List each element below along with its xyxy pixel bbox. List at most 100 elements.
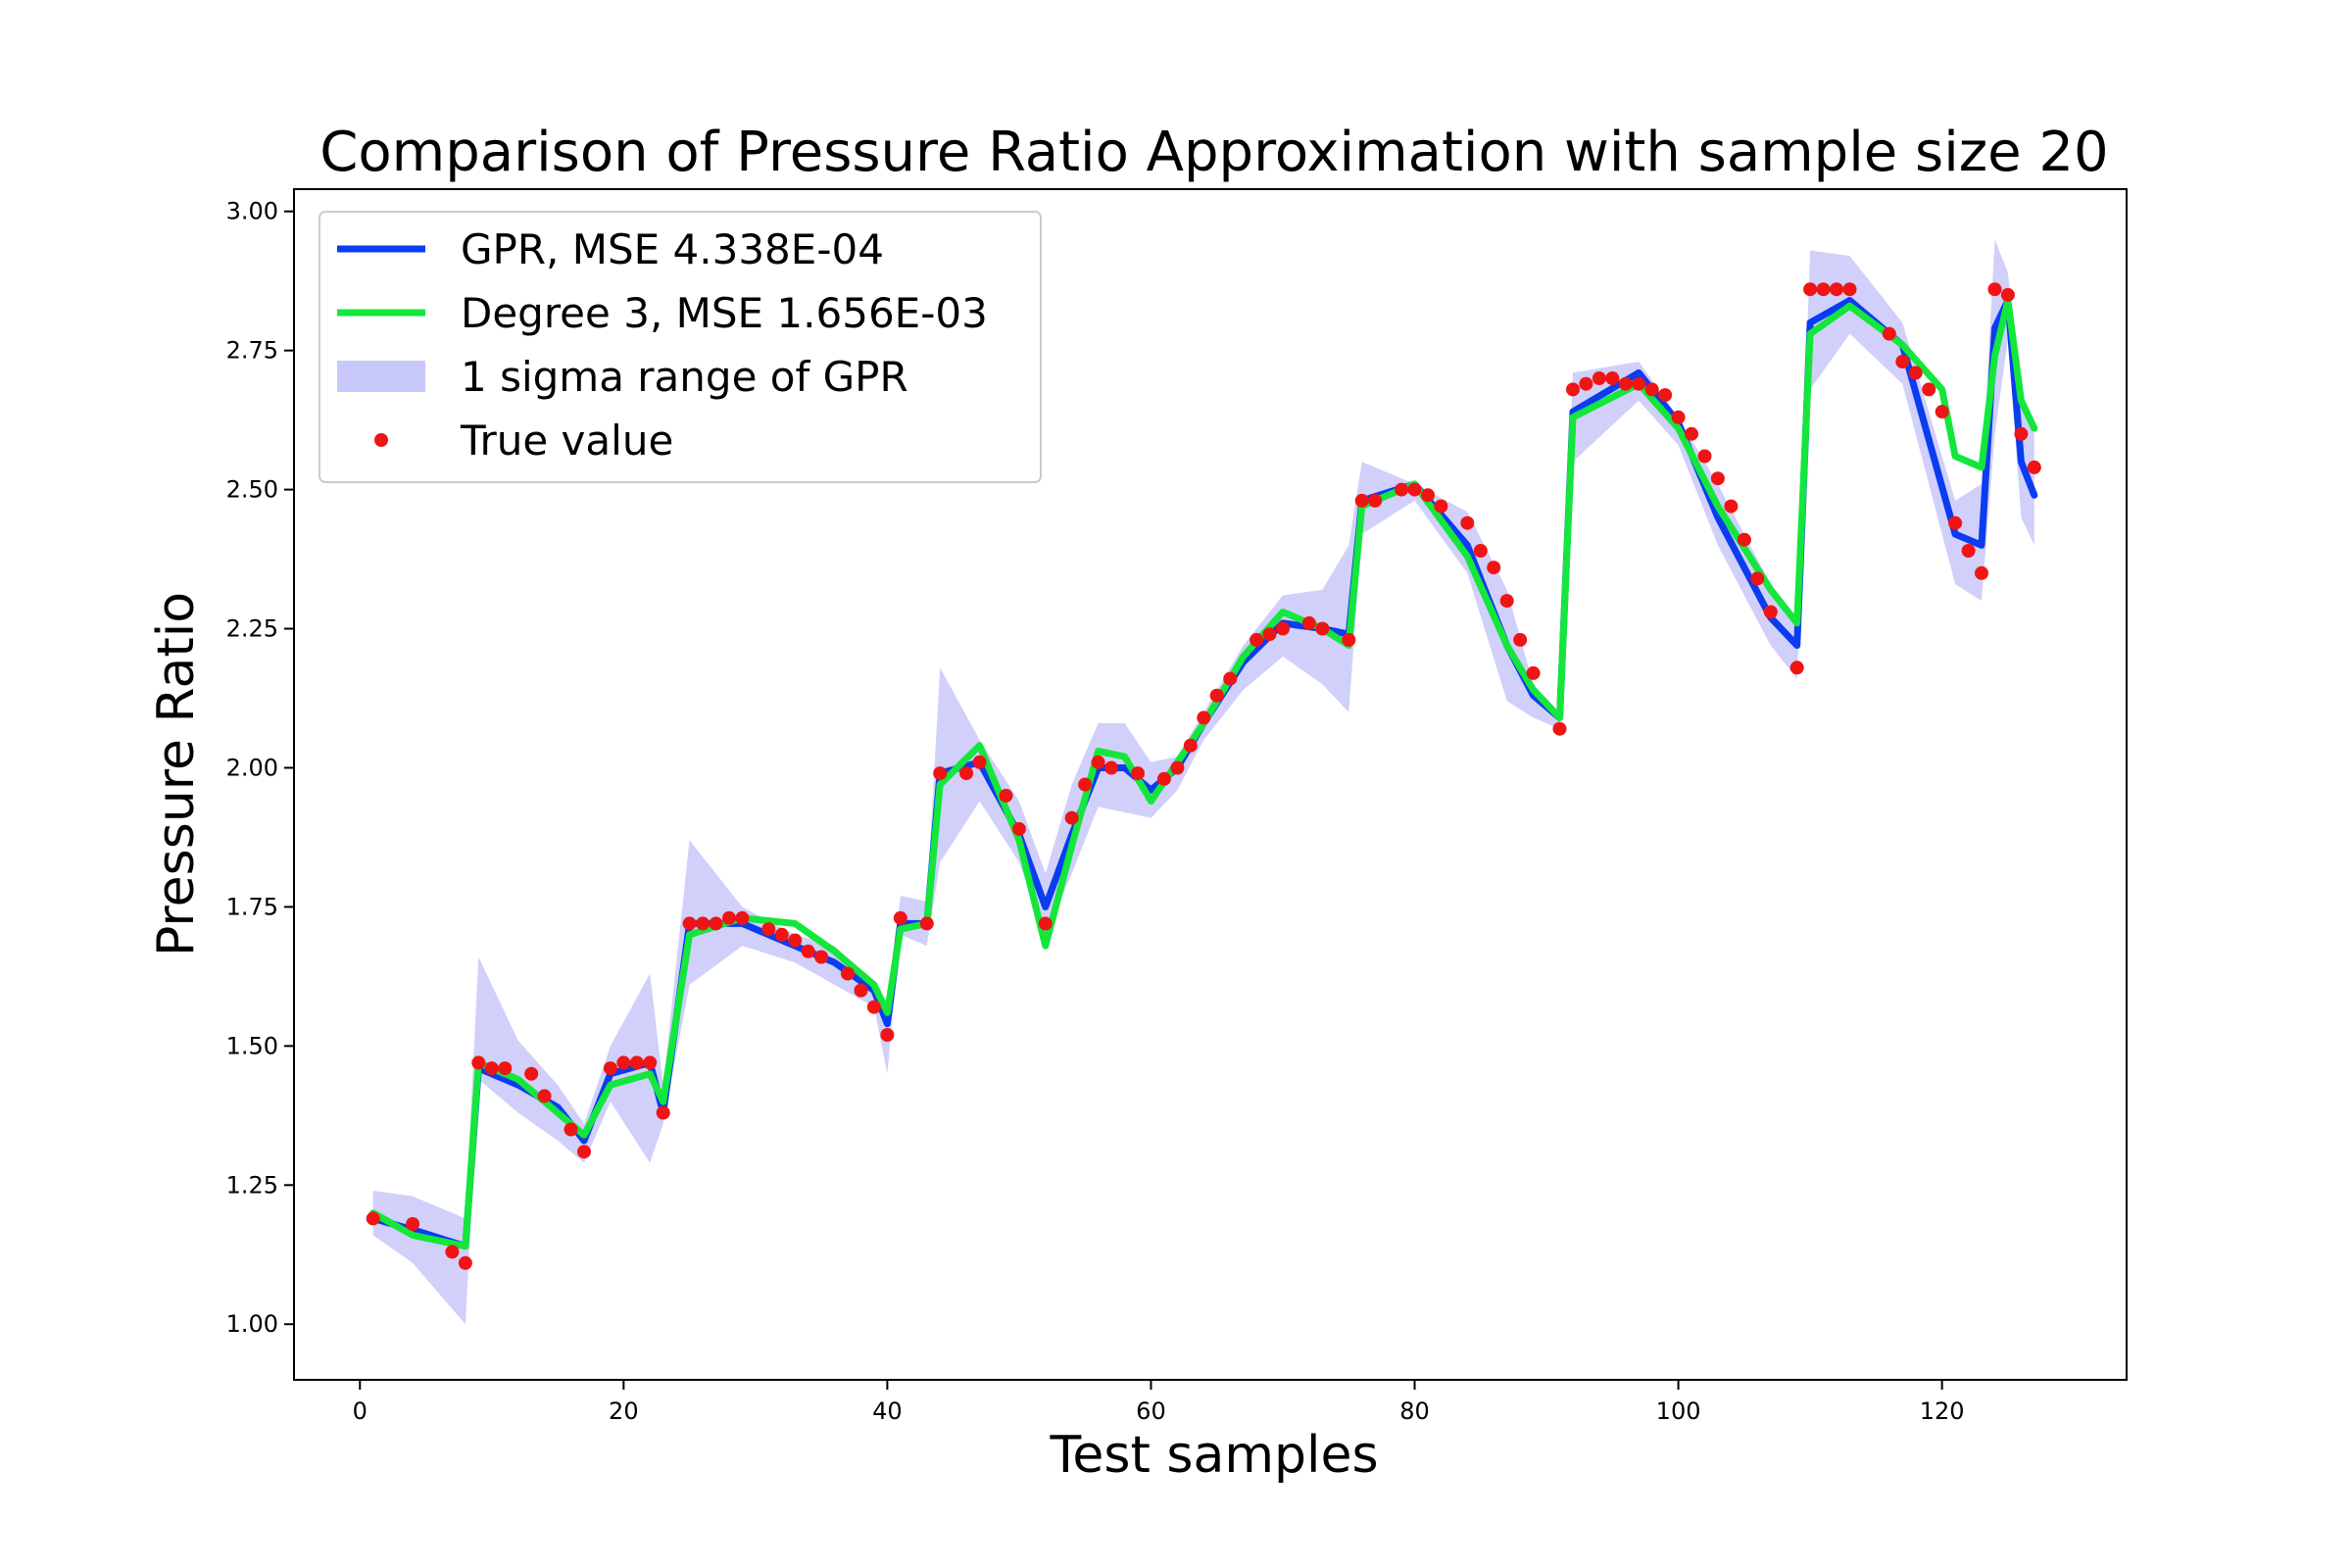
true-value-point [1091,755,1105,769]
true-value-point [629,1055,644,1070]
sigma-legend-swatch [337,361,425,392]
true-value-point [1421,488,1435,503]
true-value-point [774,927,789,942]
legend-box [318,211,1042,483]
true-value-point [919,916,934,931]
true-value-point [484,1061,499,1076]
true-value-point [1513,632,1528,647]
true-value-point [682,916,697,931]
x-tick-label: 40 [872,1397,903,1425]
true-value-point [1566,382,1580,397]
true-value-point [1975,565,1988,580]
y-axis-label: Pressure Ratio [147,592,206,956]
true-value-point [406,1217,420,1231]
y-tick-label: 1.50 [226,1032,278,1059]
true-value-point [1197,710,1211,725]
true-value-point [761,922,776,937]
x-tick-label: 120 [1920,1397,1965,1425]
true-value-point [1434,499,1448,514]
true-value-point [1763,605,1778,619]
true-value-point [1499,594,1514,609]
true-value-point [1750,571,1765,586]
true-value-point [841,966,855,981]
true-value-point [1710,471,1725,486]
gpr-legend-label: GPR, MSE 4.338E-04 [461,225,884,273]
true-value-point [1301,615,1316,630]
true-value-point [893,910,907,925]
true-value-point [854,983,868,998]
true-value-point [933,766,948,781]
true-value-point [445,1245,460,1259]
true-value-point [564,1122,578,1137]
y-tick-label: 1.75 [226,893,278,920]
true-value-point [1156,771,1171,786]
chart-title: Comparison of Pressure Ratio Approximati… [319,121,2108,184]
true-value-point [801,944,815,958]
true-value-point [1552,721,1567,736]
true-value-point [1842,282,1857,297]
true-value-point [1262,627,1277,642]
true-value-point [880,1028,895,1042]
true-value-points-layer [366,282,2041,1270]
true-value-point [1078,777,1093,792]
true-value-point [1922,382,1936,397]
true-value-point [1908,366,1923,380]
true-value-point [366,1211,380,1226]
true-value-point [1223,671,1238,686]
true-value-point [1276,621,1290,636]
true-value-point [1183,738,1198,753]
y-tick-label: 2.00 [226,754,278,781]
true-value-point [1803,282,1818,297]
true-legend-label: True value [460,416,673,465]
true-value-point [1882,326,1896,341]
true-value-point [1671,410,1686,424]
x-tick-label: 0 [353,1397,368,1425]
true-value-point [1644,382,1659,397]
true-value-point [537,1089,552,1103]
true-value-point [524,1066,539,1081]
true-value-point [2027,460,2041,474]
true-value-point [616,1055,631,1070]
true-value-point [1592,371,1606,385]
true-value-point [959,766,974,781]
true-value-point [1170,760,1185,775]
true-value-point [1658,388,1673,403]
true-value-point [1460,515,1475,530]
true-value-point [735,910,750,925]
true-value-point [1354,493,1369,508]
true-value-point [1473,544,1488,558]
true-value-point [498,1061,513,1076]
true-value-point [1737,532,1751,547]
x-tick-label: 100 [1656,1397,1701,1425]
true-value-point [1407,482,1422,497]
true-value-point [1935,405,1949,419]
true-value-point [1830,282,1843,297]
x-tick-label: 60 [1136,1397,1166,1425]
true-value-point [603,1061,617,1076]
true-value-point [696,916,710,931]
true-value-point [1724,499,1739,514]
y-axis-ticks: 1.00 1.25 1.50 1.75 2.00 2.25 2.50 2.75 3.00 [226,198,294,1338]
true-value-point [2014,426,2029,441]
true-value-point [1789,661,1804,675]
true-value-point [1011,821,1026,836]
true-value-point [2000,287,2015,302]
true-value-point [999,788,1013,803]
true-value-point [656,1105,670,1120]
true-value-point [1961,544,1976,558]
true-value-point [972,755,987,769]
true-value-point [1526,665,1541,680]
true-value-point [1948,515,1963,530]
y-tick-label: 2.75 [226,337,278,365]
true-value-point [1697,449,1712,464]
true-value-point [1342,632,1356,647]
y-tick-label: 1.00 [226,1310,278,1338]
true-value-point [1487,561,1501,575]
y-tick-label: 2.25 [226,615,278,643]
true-value-point [1315,621,1330,636]
true-value-point [709,916,723,931]
true-value-point [1579,376,1593,391]
true-value-point [1816,282,1831,297]
true-value-point [1368,493,1383,508]
